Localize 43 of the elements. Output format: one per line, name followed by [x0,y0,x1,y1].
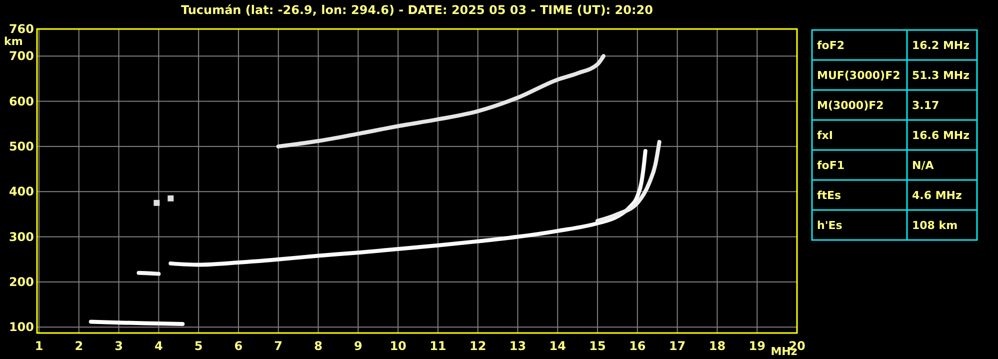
x-tick-label: 1 [34,339,44,353]
category-label: M(3000)F2 [817,99,884,112]
text: 51.3 MHz [912,69,970,82]
x-tick-label: 3 [114,339,123,353]
y-tick-label: 200 [8,274,34,289]
x-tick-label: 6 [234,339,243,353]
text: 4.6 MHz [912,189,962,202]
category-label: foF1 [817,159,845,172]
x-tick-label: 11 [430,339,446,353]
x-tick-label: 9 [354,339,362,353]
chart-title: Tucumán (lat: -26.9, lon: 294.6) - DATE: 2025 05 03 - TIME (UT): 20:20 [181,3,653,17]
x-tick-label: 2 [74,339,84,353]
x-tick-label: 12 [469,339,486,353]
text: 16.2 MHz [912,39,970,52]
y-tick-label: 700 [8,49,34,64]
y-tick-label: 400 [8,184,34,199]
text: N/A [912,159,934,172]
y-tick-label: 300 [8,230,34,244]
y-tick-label: 500 [8,139,34,154]
x-tick-label: 10 [390,339,406,353]
x-tick-label: 16 [629,339,646,353]
text: 16.6 MHz [912,129,970,142]
text: 108 km [912,219,958,232]
x-tick-label: 18 [708,339,726,353]
text: 3.17 [912,99,940,112]
y-tick-label: 760 [8,22,34,36]
x-tick-label: 14 [549,339,566,353]
y-tick-label: 100 [8,320,34,334]
x-tick-label: 17 [668,339,686,353]
category-label: h'Es [817,219,843,232]
category-label: fxI [817,129,833,142]
category-label: ftEs [817,189,842,202]
x-tick-label: 13 [509,339,526,353]
x-tick-label: 7 [274,339,283,353]
x-tick-label: 8 [314,339,322,353]
x-tick-label: 19 [748,339,766,353]
x-tick-label: 15 [589,339,606,353]
category-label: foF2 [817,39,845,52]
x-tick-label: 4 [154,339,163,353]
y-tick-label: 600 [8,94,34,108]
x-tick-label: 5 [194,339,203,353]
y-axis-title: km [4,35,23,48]
category-label: MUF(3000)F2 [817,69,900,82]
